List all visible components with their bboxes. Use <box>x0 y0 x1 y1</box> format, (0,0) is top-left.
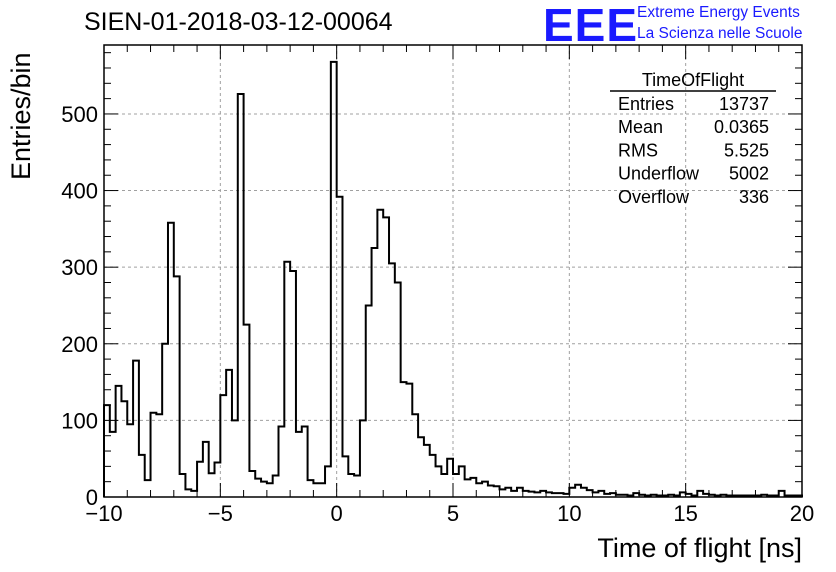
logo-line-2: La Scienza nelle Scuole <box>637 25 803 42</box>
histogram-series <box>103 60 803 497</box>
stats-row-value: 0.0365 <box>714 117 769 137</box>
y-tick-label: 0 <box>86 485 98 510</box>
stats-row-value: 5002 <box>729 164 769 184</box>
stats-row-label: Overflow <box>618 187 690 207</box>
stats-row-value: 13737 <box>719 94 769 114</box>
stats-row-value: 5.525 <box>724 140 769 160</box>
x-tick-label: 5 <box>447 501 459 526</box>
y-tick-label: 300 <box>61 255 98 280</box>
x-tick-label: −5 <box>208 501 233 526</box>
logo-line-1: Extreme Energy Events <box>637 4 800 21</box>
y-tick-label: 500 <box>61 102 98 127</box>
stats-row-value: 336 <box>739 187 769 207</box>
y-tick-label: 200 <box>61 332 98 357</box>
stats-row-label: Underflow <box>618 164 700 184</box>
x-axis-label: Time of flight [ns] <box>597 533 802 563</box>
y-tick-label: 400 <box>61 179 98 204</box>
x-tick-label: 0 <box>331 501 343 526</box>
x-tick-label: 20 <box>790 501 814 526</box>
x-tick-label: 15 <box>673 501 697 526</box>
stats-row-label: RMS <box>618 140 658 160</box>
x-tick-label: 10 <box>557 501 581 526</box>
eee-logo: EEE <box>543 0 639 51</box>
chart-title: SIEN-01-2018-03-12-00064 <box>84 8 393 36</box>
y-tick-label: 100 <box>61 408 98 433</box>
stats-row-label: Entries <box>618 94 674 114</box>
stats-title: TimeOfFlight <box>642 70 744 90</box>
x-tick-label: −10 <box>85 501 122 526</box>
stats-row-label: Mean <box>618 117 663 137</box>
